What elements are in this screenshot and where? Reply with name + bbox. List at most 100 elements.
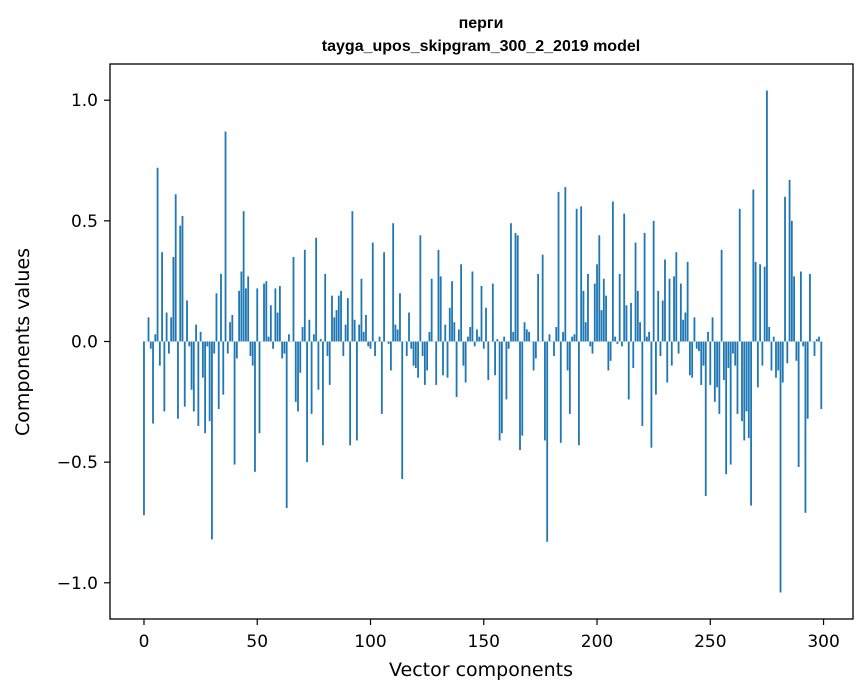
- bar: [738, 208, 741, 342]
- bar: [675, 252, 678, 342]
- bar: [781, 341, 784, 383]
- bar: [419, 235, 422, 342]
- bar: [485, 307, 487, 342]
- bar: [686, 261, 689, 342]
- bar: [630, 302, 632, 342]
- bar: [328, 341, 331, 385]
- bar: [704, 341, 707, 496]
- bar: [312, 334, 315, 342]
- bar: [326, 341, 329, 356]
- bar: [172, 257, 175, 342]
- bar: [213, 341, 216, 354]
- bar: [442, 341, 444, 376]
- bar: [269, 305, 272, 342]
- bar: [177, 341, 179, 419]
- bar: [766, 90, 768, 342]
- bar: [566, 341, 569, 371]
- bar: [813, 341, 816, 356]
- bar: [365, 314, 367, 342]
- bar: [571, 336, 574, 342]
- bar: [725, 341, 728, 475]
- bar: [512, 331, 515, 342]
- bar: [786, 341, 789, 364]
- bar: [777, 341, 780, 371]
- bar: [389, 341, 392, 371]
- y-tick-label: 1.0: [71, 91, 98, 111]
- bar: [215, 293, 218, 342]
- x-tick-label: 50: [246, 632, 268, 652]
- bar: [702, 341, 705, 366]
- bar: [281, 341, 284, 359]
- bar: [734, 341, 737, 366]
- bar: [183, 341, 186, 407]
- bar: [410, 341, 413, 349]
- bar: [349, 341, 352, 446]
- bar: [274, 288, 277, 342]
- bar: [605, 295, 607, 342]
- bar: [596, 264, 598, 342]
- bar: [362, 331, 365, 342]
- bar: [469, 327, 472, 342]
- bar: [387, 341, 390, 344]
- bar: [722, 341, 725, 381]
- bar: [383, 252, 385, 342]
- bar: [263, 283, 265, 342]
- bar: [729, 341, 732, 465]
- bar: [584, 322, 587, 342]
- bar: [691, 341, 694, 378]
- bar: [591, 341, 594, 354]
- bar: [532, 341, 535, 371]
- bar: [693, 317, 696, 342]
- plot-frame: [109, 63, 854, 620]
- bar: [634, 242, 637, 342]
- bar: [795, 341, 798, 361]
- bar: [147, 317, 150, 342]
- bar: [713, 341, 716, 402]
- bar: [505, 341, 508, 400]
- bar: [541, 254, 544, 342]
- bar: [632, 341, 635, 369]
- bar: [437, 249, 440, 342]
- bar: [553, 341, 555, 356]
- bar: [342, 341, 345, 356]
- bar: [580, 206, 583, 342]
- bar: [233, 341, 236, 465]
- bar: [165, 312, 168, 342]
- bar: [639, 322, 641, 342]
- bar: [537, 273, 540, 342]
- bar: [602, 278, 605, 342]
- bar: [272, 341, 274, 349]
- bar: [186, 300, 188, 342]
- bar: [412, 341, 415, 366]
- x-tick-label: 100: [354, 632, 386, 652]
- bar: [611, 201, 614, 342]
- bar: [514, 232, 517, 342]
- bar: [661, 300, 664, 342]
- bar: [521, 341, 524, 436]
- bar: [285, 341, 288, 508]
- bar: [299, 341, 302, 373]
- bar: [578, 341, 580, 446]
- bar: [797, 341, 800, 467]
- bar: [700, 341, 703, 385]
- bar: [235, 341, 238, 359]
- bar: [340, 290, 342, 342]
- bar: [435, 341, 438, 385]
- bar: [156, 167, 159, 342]
- bar: [507, 341, 510, 349]
- bar: [698, 341, 700, 352]
- bar: [358, 324, 361, 342]
- x-tick-label: 150: [468, 632, 500, 652]
- bar: [750, 341, 752, 506]
- bar: [158, 341, 161, 366]
- bar: [453, 322, 456, 342]
- bar: [534, 341, 537, 359]
- bar: [650, 341, 653, 448]
- bar: [351, 211, 354, 342]
- bar: [756, 341, 759, 388]
- bar: [544, 341, 546, 441]
- bar: [399, 293, 401, 342]
- bar: [473, 341, 476, 347]
- bar: [217, 341, 220, 410]
- bar: [491, 283, 494, 342]
